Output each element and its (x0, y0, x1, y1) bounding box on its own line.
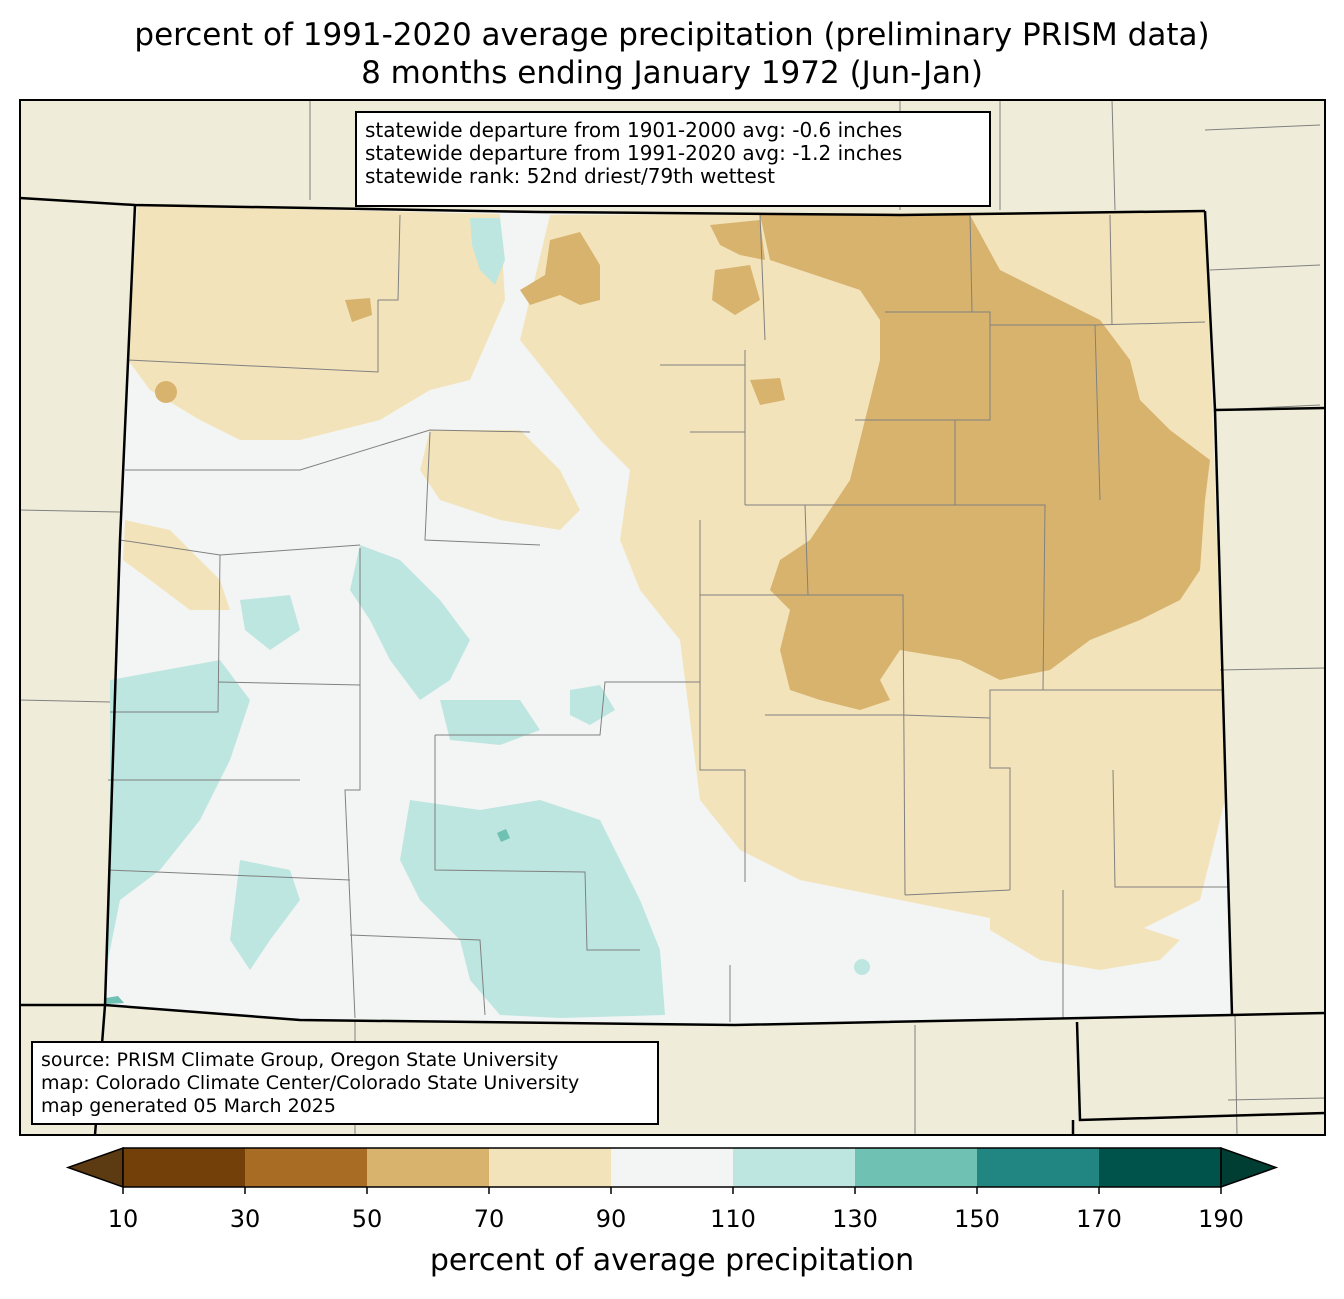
colorbar-outline (122, 1147, 1222, 1188)
stats-rank: statewide rank: 52nd driest/79th wettest (365, 164, 775, 188)
county-lines (107, 214, 1228, 1022)
colorbar-segment-110-130 (733, 1148, 856, 1187)
colorbar-segment-90-110 (611, 1148, 734, 1187)
colorbar-segment-70-90 (489, 1148, 612, 1187)
colorbar-extend-high (1220, 1146, 1279, 1189)
colorbar (65, 1146, 1279, 1194)
map-frame (19, 99, 1326, 1136)
colorbar-segment-150-170 (977, 1148, 1100, 1187)
colorbar-segment-30-50 (245, 1148, 368, 1187)
dry-50-70-regions (155, 215, 1210, 710)
map-title-line2: 8 months ending January 1972 (Jun-Jan) (361, 55, 983, 91)
map-credit-line: map: Colorado Climate Center/Colorado St… (41, 1072, 580, 1094)
colorbar-tick-label: 50 (351, 1205, 383, 1233)
colorbar-tick-label: 150 (954, 1205, 1000, 1233)
colorbar-tick-label: 90 (595, 1205, 627, 1233)
generated-date-line: map generated 05 March 2025 (41, 1095, 336, 1117)
colorbar-tick-label: 170 (1076, 1205, 1122, 1233)
stats-departure-1991: statewide departure from 1991-2020 avg: … (365, 141, 903, 165)
colorbar-tick-label: 110 (710, 1205, 756, 1233)
source-line: source: PRISM Climate Group, Oregon Stat… (41, 1049, 559, 1071)
statewide-stats-box: statewide departure from 1901-2000 avg: … (355, 111, 991, 207)
colorbar-tick-label: 10 (107, 1205, 139, 1233)
colorbar-segment-50-70 (367, 1148, 490, 1187)
colorbar-tick-label: 30 (229, 1205, 261, 1233)
colorbar-label: percent of average precipitation (429, 1243, 915, 1278)
wet-130-150-spots (106, 829, 510, 1004)
wet-110-130-regions (105, 218, 870, 1018)
stats-departure-1901: statewide departure from 1901-2000 avg: … (365, 118, 903, 142)
colorbar-tick-label: 130 (832, 1205, 878, 1233)
colorbar-tick-label: 190 (1198, 1205, 1244, 1233)
map-title-line1: percent of 1991-2020 average precipitati… (134, 17, 1210, 53)
colorbar-segment-170-190 (1099, 1148, 1222, 1187)
colorbar-tick-label: 70 (473, 1205, 505, 1233)
source-info-box: source: PRISM Climate Group, Oregon Stat… (31, 1041, 659, 1125)
colorbar-segment-10-30 (123, 1148, 246, 1187)
colorbar-segment-130-150 (855, 1148, 978, 1187)
colorbar-extend-low (65, 1146, 124, 1189)
